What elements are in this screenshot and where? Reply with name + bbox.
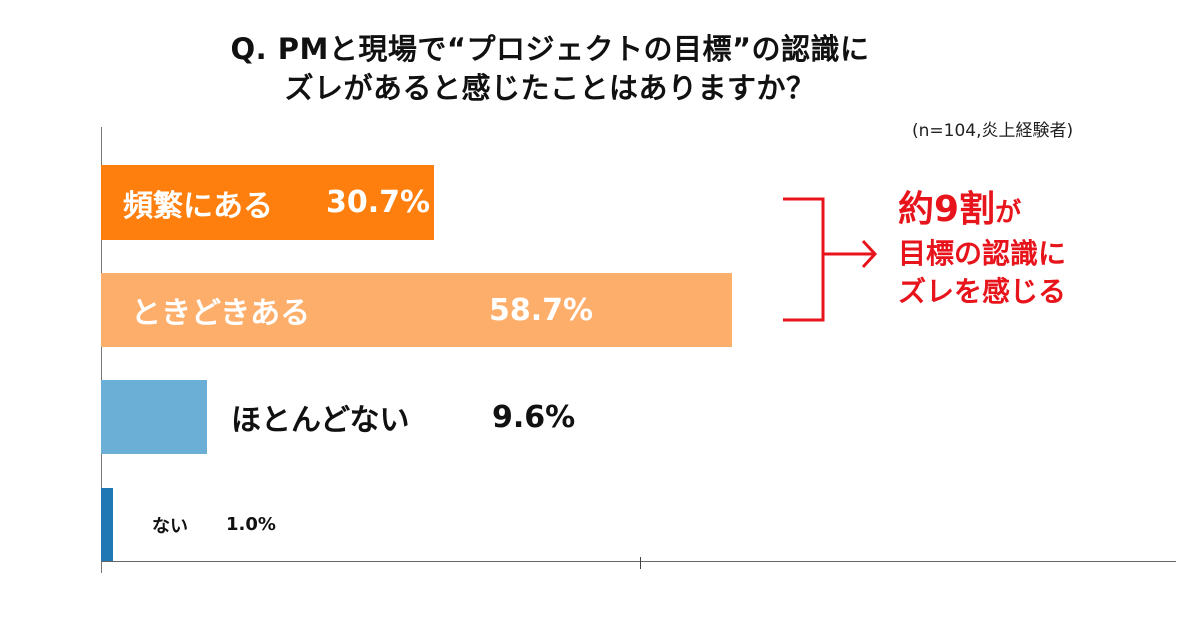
bar-frequently: 頻繁にある 30.7%	[101, 165, 434, 240]
bar-sometimes: ときどきある 58.7%	[101, 273, 732, 347]
x-axis-tick	[640, 557, 641, 569]
bar-label: ときどきある	[131, 296, 311, 331]
bar-value: 30.7%	[326, 185, 431, 220]
callout-headline: 約9割が	[898, 188, 1066, 235]
bar-label: ほとんどない	[231, 403, 410, 438]
callout-line3: ズレを感じる	[898, 275, 1067, 308]
bar-value: 1.0%	[226, 514, 276, 535]
bar-label: 頻繁にある	[123, 188, 273, 224]
chart-title-line2: ズレがあると感じたことはありますか？	[284, 71, 816, 105]
bar-label: ない	[152, 515, 188, 537]
bracket-arrow-icon	[783, 197, 878, 322]
y-axis-line	[101, 127, 102, 573]
sample-size-note: (n=104,炎上経験者)	[912, 121, 1074, 141]
bar-value: 58.7%	[489, 292, 594, 328]
chart-title-line1: Q. PMと現場で“プロジェクトの目標”の認識に	[230, 32, 870, 66]
bar-rarely	[101, 380, 207, 454]
annotation-callout: 約9割が 目標の認識に ズレを感じる	[898, 188, 1066, 311]
callout-line2: 目標の認識に	[898, 237, 1067, 270]
callout-headline-text: 約9割	[898, 189, 996, 230]
x-axis-line	[101, 561, 1176, 562]
callout-headline-suffix: が	[995, 198, 1022, 228]
bar-never	[101, 488, 113, 561]
bar-value: 9.6%	[492, 399, 576, 435]
